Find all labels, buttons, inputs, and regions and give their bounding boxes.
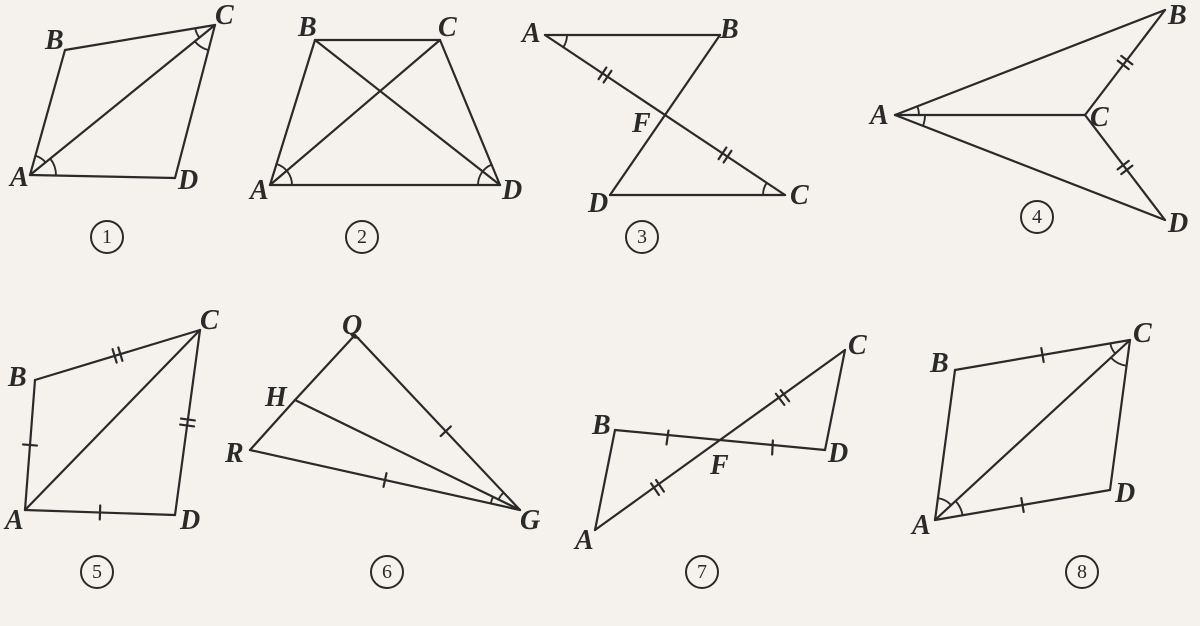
vertex-label: C xyxy=(1133,318,1152,350)
figure-number: 7 xyxy=(685,555,719,589)
vertex-label: B xyxy=(45,25,64,57)
vertex-label: B xyxy=(930,348,949,380)
vertex-label: A xyxy=(5,505,24,537)
vertex-label: D xyxy=(502,175,522,207)
figure-number: 1 xyxy=(90,220,124,254)
figure-number: 8 xyxy=(1065,555,1099,589)
vertex-label: A xyxy=(250,175,269,207)
vertex-label: B xyxy=(1168,0,1187,32)
vertex-label: C xyxy=(200,305,219,337)
vertex-label: H xyxy=(265,382,287,414)
vertex-label: A xyxy=(10,162,29,194)
vertex-label: D xyxy=(178,165,198,197)
vertex-label: D xyxy=(1168,208,1188,240)
vertex-label: C xyxy=(790,180,809,212)
vertex-label: B xyxy=(592,410,611,442)
vertex-label: A xyxy=(912,510,931,542)
vertex-label: D xyxy=(828,438,848,470)
vertex-label: C xyxy=(438,12,457,44)
vertex-label: D xyxy=(588,188,608,220)
vertex-label: C xyxy=(848,330,867,362)
vertex-label: C xyxy=(1090,102,1109,134)
vertex-label: F xyxy=(632,108,651,140)
vertex-label: D xyxy=(180,505,200,537)
vertex-label: B xyxy=(720,14,739,46)
vertex-label: A xyxy=(870,100,889,132)
figure-number: 6 xyxy=(370,555,404,589)
diagram-canvas: ABCD1ABCD2ABFCD3ABCD4ABCD5RHQG6ABFCD7ABC… xyxy=(0,0,1200,626)
figure-number: 2 xyxy=(345,220,379,254)
vertex-label: A xyxy=(575,525,594,557)
vertex-label: B xyxy=(298,12,317,44)
vertex-label: D xyxy=(1115,478,1135,510)
vertex-label: A xyxy=(522,18,541,50)
figure-number: 5 xyxy=(80,555,114,589)
vertex-label: C xyxy=(215,0,234,32)
vertex-label: B xyxy=(8,362,27,394)
vertex-label: R xyxy=(225,438,244,470)
vertex-label: G xyxy=(520,505,540,537)
vertex-label: Q xyxy=(342,310,362,342)
figure-number: 3 xyxy=(625,220,659,254)
vertex-label: F xyxy=(710,450,729,482)
figure-number: 4 xyxy=(1020,200,1054,234)
